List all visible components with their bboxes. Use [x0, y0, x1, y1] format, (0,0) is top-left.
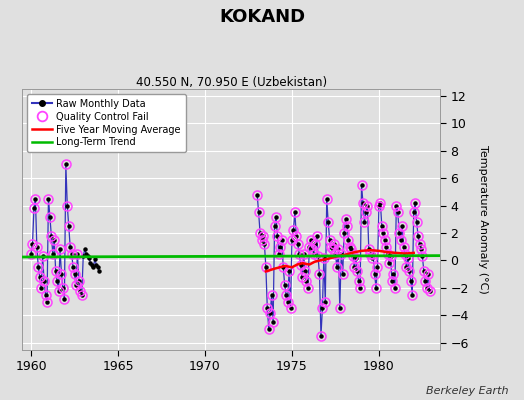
Text: Berkeley Earth: Berkeley Earth — [426, 386, 508, 396]
Text: KOKAND: KOKAND — [219, 8, 305, 26]
Y-axis label: Temperature Anomaly (°C): Temperature Anomaly (°C) — [478, 145, 488, 294]
Legend: Raw Monthly Data, Quality Control Fail, Five Year Moving Average, Long-Term Tren: Raw Monthly Data, Quality Control Fail, … — [27, 94, 185, 152]
Title: 40.550 N, 70.950 E (Uzbekistan): 40.550 N, 70.950 E (Uzbekistan) — [136, 76, 326, 89]
